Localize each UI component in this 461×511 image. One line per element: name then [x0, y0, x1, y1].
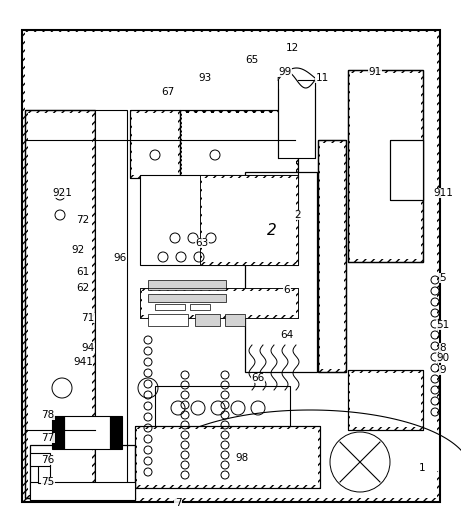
- Bar: [348, 70, 423, 262]
- Text: 66: 66: [251, 373, 265, 383]
- Bar: [30, 482, 135, 500]
- Bar: [25, 32, 437, 498]
- Bar: [135, 426, 320, 488]
- Text: 76: 76: [41, 455, 54, 465]
- Text: 71: 71: [82, 313, 95, 323]
- Bar: [348, 70, 423, 262]
- Bar: [350, 373, 421, 427]
- Bar: [38, 465, 50, 483]
- Text: 2: 2: [267, 222, 277, 238]
- Bar: [64, 416, 110, 449]
- Bar: [390, 140, 423, 200]
- Bar: [140, 288, 298, 318]
- Text: 941: 941: [73, 357, 93, 367]
- Bar: [320, 143, 344, 369]
- Bar: [155, 386, 290, 428]
- Text: 96: 96: [113, 253, 127, 263]
- Bar: [142, 291, 296, 315]
- Bar: [148, 314, 188, 326]
- Text: 64: 64: [280, 330, 294, 340]
- Text: 78: 78: [41, 410, 54, 420]
- Text: 77: 77: [41, 433, 54, 443]
- Bar: [390, 140, 423, 200]
- Bar: [148, 294, 226, 302]
- Text: 61: 61: [77, 267, 89, 277]
- Bar: [180, 110, 298, 178]
- Text: 11: 11: [315, 73, 329, 83]
- Bar: [110, 416, 122, 449]
- Bar: [245, 172, 317, 372]
- Bar: [130, 110, 180, 178]
- Bar: [200, 175, 298, 265]
- Text: 2: 2: [295, 210, 301, 220]
- Text: 7: 7: [175, 498, 181, 508]
- Bar: [140, 288, 298, 318]
- Bar: [182, 113, 296, 175]
- Bar: [200, 175, 298, 265]
- Text: 921: 921: [52, 188, 72, 198]
- Bar: [190, 304, 210, 310]
- Text: 94: 94: [82, 343, 95, 353]
- Bar: [392, 143, 421, 197]
- Bar: [318, 140, 346, 372]
- Text: 67: 67: [161, 87, 175, 97]
- Bar: [148, 280, 226, 290]
- Bar: [202, 178, 296, 262]
- Text: 99: 99: [278, 67, 292, 77]
- Text: 75: 75: [41, 477, 54, 487]
- Bar: [28, 113, 92, 495]
- Text: 90: 90: [437, 353, 449, 363]
- Text: 911: 911: [433, 188, 453, 198]
- Text: 6: 6: [284, 285, 290, 295]
- Bar: [132, 113, 178, 175]
- Bar: [140, 175, 298, 265]
- Text: 98: 98: [236, 453, 248, 463]
- Bar: [348, 370, 423, 430]
- Text: 12: 12: [285, 43, 299, 53]
- Text: 92: 92: [71, 245, 85, 255]
- Bar: [30, 453, 50, 466]
- Bar: [278, 80, 315, 158]
- Text: 8: 8: [440, 343, 446, 353]
- Bar: [137, 429, 318, 485]
- Bar: [195, 314, 220, 326]
- Text: 93: 93: [198, 73, 212, 83]
- Text: 51: 51: [437, 320, 449, 330]
- Bar: [350, 73, 421, 259]
- Bar: [95, 110, 127, 498]
- Bar: [155, 304, 185, 310]
- Bar: [180, 110, 298, 178]
- Bar: [25, 110, 95, 498]
- Text: 1: 1: [419, 463, 426, 473]
- Bar: [30, 445, 135, 500]
- Bar: [348, 370, 423, 430]
- Text: 9: 9: [440, 365, 446, 375]
- Bar: [130, 110, 180, 178]
- Bar: [52, 416, 64, 449]
- Text: 72: 72: [77, 215, 89, 225]
- Bar: [135, 426, 320, 488]
- Bar: [225, 314, 245, 326]
- Text: 5: 5: [440, 273, 446, 283]
- Text: 65: 65: [245, 55, 259, 65]
- Text: 62: 62: [77, 283, 89, 293]
- Text: 63: 63: [195, 238, 209, 248]
- Bar: [318, 140, 346, 372]
- Bar: [25, 110, 95, 498]
- Text: 91: 91: [368, 67, 382, 77]
